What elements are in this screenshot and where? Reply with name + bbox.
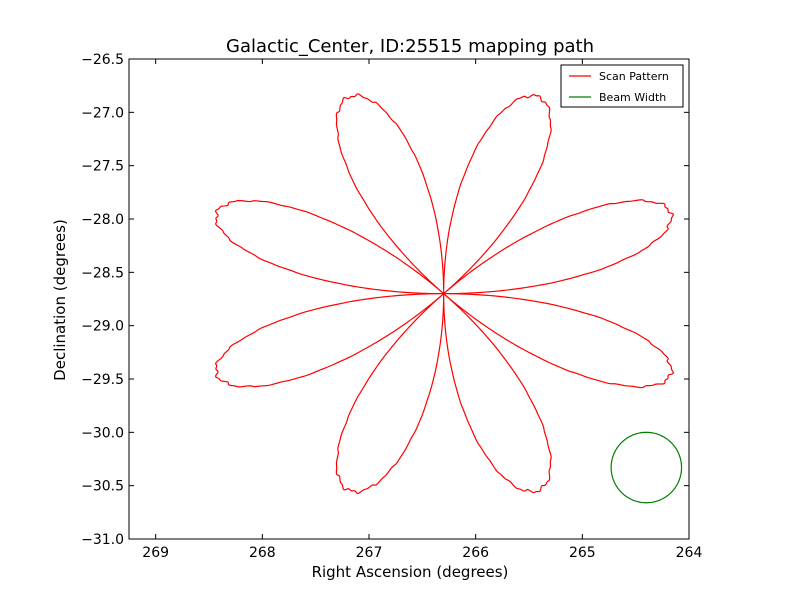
y-tick-label: −30.0 (81, 425, 124, 441)
legend: Scan Pattern Beam Width (560, 64, 684, 108)
legend-label: Beam Width (599, 91, 666, 104)
series-line-0 (215, 93, 674, 495)
plot-frame (128, 58, 690, 540)
x-tick-label: 265 (569, 545, 596, 561)
x-tick-label: 268 (249, 545, 276, 561)
legend-box (560, 64, 684, 108)
y-tick-label: −26.5 (81, 52, 124, 68)
y-tick-label: −29.5 (81, 372, 124, 388)
chart-title: Galactic_Center, ID:25515 mapping path (226, 36, 594, 57)
y-tick-label: −28.5 (81, 265, 124, 281)
x-axis-label: Right Ascension (degrees) (312, 563, 509, 581)
y-tick-label: −30.5 (81, 479, 124, 495)
y-axis-label: Declination (degrees) (51, 219, 69, 381)
y-tick-label: −27.5 (81, 159, 124, 175)
x-tick-label: 266 (462, 545, 489, 561)
x-tick-label: 269 (142, 545, 169, 561)
x-tick-label: 267 (356, 545, 383, 561)
y-tick-label: −31.0 (81, 532, 124, 548)
y-tick-label: −29.0 (81, 319, 124, 335)
x-tick-label: 264 (676, 545, 703, 561)
y-tick-label: −28.0 (81, 212, 124, 228)
tick-layer: 269 268 267 266 265 264 −26.5 −27.0 −27.5 −28.0 −2… (81, 52, 702, 561)
y-tick-label: −27.0 (81, 105, 124, 121)
series-line-1 (610, 431, 683, 504)
series-layer (215, 93, 683, 504)
legend-label: Scan Pattern (599, 70, 669, 83)
